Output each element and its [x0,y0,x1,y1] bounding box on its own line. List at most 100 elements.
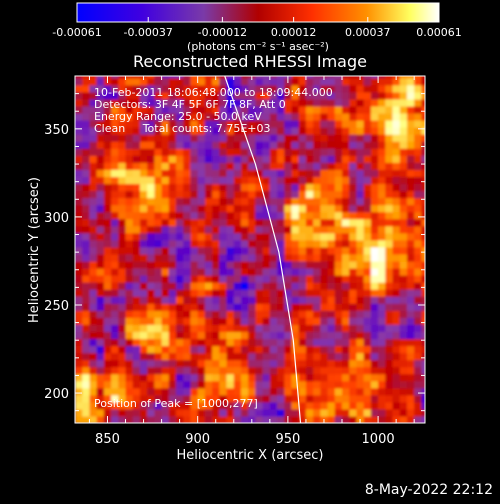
heatmap-cell [176,373,184,382]
heatmap-cell [298,204,307,213]
heatmap-cell [334,352,343,361]
heatmap-cell [320,84,329,93]
heatmap-cell [89,204,98,213]
heatmap-cell [262,394,271,403]
heatmap-cell [313,331,321,340]
heatmap-cell [82,127,91,135]
heatmap-cell [421,359,425,368]
heatmap-cell [233,415,242,423]
heatmap-cell [334,197,343,206]
heatmap-cell [132,401,141,410]
heatmap-cell [356,331,365,340]
heatmap-cell [392,112,401,121]
heatmap-cell [139,197,148,206]
heatmap-cell [349,380,358,389]
heatmap-cell [248,120,257,128]
heatmap-cell [363,338,372,347]
heatmap-cell [96,176,105,185]
heatmap-cell [356,401,365,410]
heatmap-cell [139,303,148,311]
heatmap-cell [349,324,358,333]
heatmap-cell [421,211,425,220]
heatmap-cell [313,338,321,347]
heatmap-cell [132,310,141,318]
heatmap-cell [89,282,98,290]
heatmap-cell [89,253,98,262]
heatmap-cell [320,218,329,227]
heatmap-cell [233,246,242,255]
heatmap-cell [226,359,235,368]
heatmap-cell [421,77,425,86]
heatmap-cell [240,373,249,382]
heatmap-cell [183,366,192,375]
heatmap-cell [255,387,264,396]
heatmap-cell [147,394,155,403]
heatmap-cell [139,183,148,192]
heatmap-cell [414,148,422,156]
heatmap-cell [406,380,415,389]
heatmap-cell [154,76,163,79]
heatmap-cell [233,127,242,135]
heatmap-cell [349,246,358,255]
heatmap-cell [212,211,220,220]
heatmap-cell [219,310,228,318]
heatmap-cell [139,260,148,269]
heatmap-cell [356,148,365,156]
heatmap-cell [284,162,293,170]
heatmap-cell [305,134,314,142]
heatmap-cell [204,169,213,178]
heatmap-cell [284,310,293,318]
heatmap-cell [248,303,257,311]
heatmap-cell [147,76,155,79]
heatmap-cell [421,76,425,79]
heatmap-cell [103,141,112,149]
heatmap-cell [190,141,199,149]
heatmap-cell [132,253,141,262]
heatmap-cell [248,401,257,410]
heatmap-cell [342,190,350,199]
heatmap-cell [147,408,155,417]
heatmap-cell [233,91,242,100]
heatmap-cell [291,303,300,311]
heatmap-cell [406,246,415,255]
heatmap-cell [176,324,184,333]
heatmap-cell [392,218,401,227]
heatmap-cell [118,155,127,163]
heatmap-cell [240,84,249,93]
heatmap-cell [291,289,300,297]
heatmap-cell [111,296,119,304]
heatmap-cell [197,296,206,304]
heatmap-cell [248,225,257,234]
heatmap-cell [342,77,350,86]
heatmap-cell [197,408,206,417]
heatmap-cell [226,260,235,269]
heatmap-cell [118,105,127,114]
heatmap-cell [96,380,105,389]
heatmap-cell [212,310,220,318]
heatmap-cell [183,401,192,410]
heatmap-cell [399,225,408,234]
heatmap-cell [378,401,386,410]
heatmap-cell [96,84,105,93]
heatmap-cell [125,232,134,241]
heatmap-cell [125,303,134,311]
heatmap-cell [406,338,415,347]
heatmap-cell [370,190,379,199]
y-tick-label: 300 [44,211,69,226]
heatmap-cell [139,324,148,333]
heatmap-cell [96,289,105,297]
heatmap-cell [190,148,199,156]
heatmap-cell [226,415,235,423]
heatmap-cell [284,183,293,192]
heatmap-cell [111,120,119,128]
heatmap-cell [248,105,257,114]
heatmap-cell [111,190,119,199]
heatmap-cell [342,148,350,156]
heatmap-cell [291,105,300,114]
heatmap-cell [291,162,300,170]
peak-position-label: Position of Peak = [1000,277] [94,397,258,410]
heatmap-cell [240,253,249,262]
heatmap-cell [168,120,177,128]
heatmap-cell [125,387,134,396]
heatmap-cell [349,176,358,185]
